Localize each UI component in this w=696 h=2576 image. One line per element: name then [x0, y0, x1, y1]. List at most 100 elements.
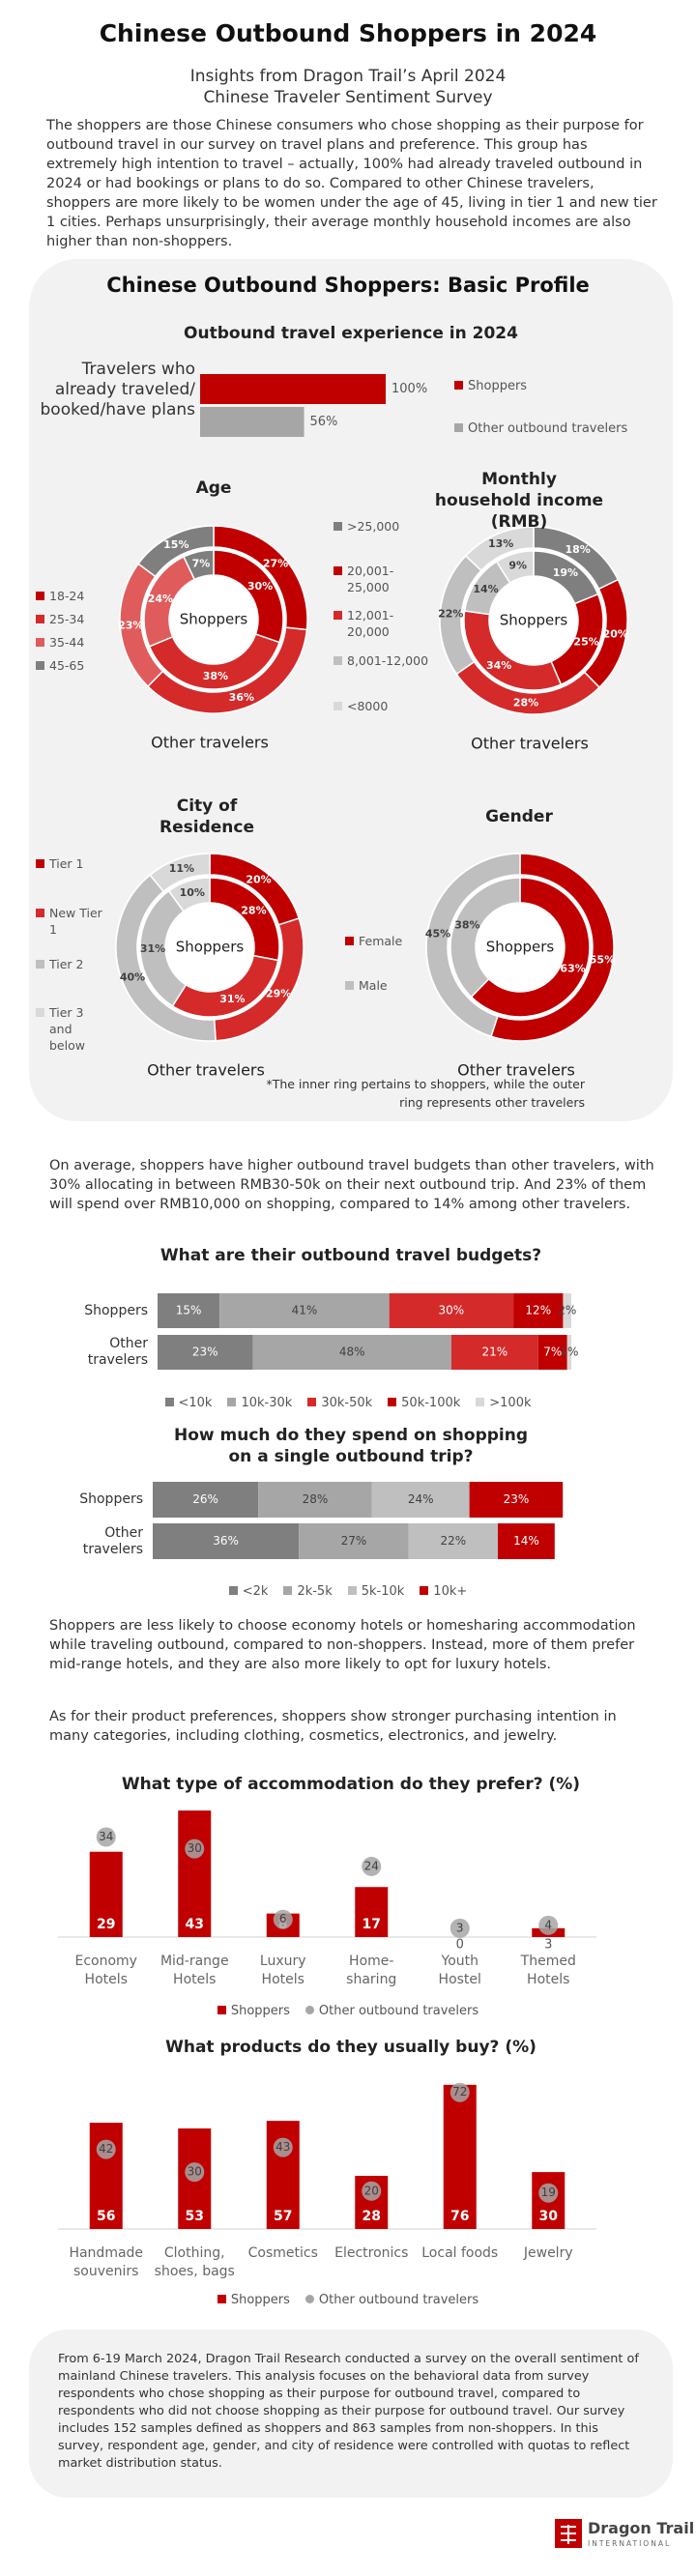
legend-swatch: [304, 2295, 314, 2303]
value-label: 30: [539, 2209, 559, 2224]
bar-segment: [389, 1293, 514, 1328]
chart-title: Monthly household income (RMB): [434, 470, 604, 532]
legend-swatch: [164, 1398, 174, 1406]
donut-segment: [495, 550, 535, 585]
donut-label: 63%: [560, 962, 585, 974]
legend-swatch: [345, 937, 354, 945]
donut-label: 38%: [203, 670, 228, 682]
legend-swatch: [347, 1586, 357, 1595]
value-label: 23%: [192, 1346, 218, 1359]
donut-label: 13%: [488, 537, 513, 550]
legend-label: 18-24: [49, 589, 85, 603]
dot: [450, 1918, 470, 1938]
value-label: 36%: [213, 1534, 239, 1548]
legend-item: <10k: [164, 1395, 212, 1411]
legend-label: 12,001-20,000: [347, 608, 394, 639]
legend-label: <8000: [347, 699, 389, 713]
hotel-text: Shoppers are less likely to choose econo…: [49, 1618, 636, 1672]
value-label: 7%: [543, 1346, 562, 1359]
value-label: 1%: [560, 1346, 578, 1359]
x-tick-label: Cosmetics: [247, 2245, 318, 2261]
value-label: 56: [97, 2209, 115, 2224]
legend-label: Male: [359, 978, 388, 993]
dot-label: 72: [452, 2085, 467, 2098]
value-label: 14%: [513, 1534, 539, 1548]
legend-item: 2k-5k: [283, 1583, 333, 1600]
bar-segment: [158, 1293, 220, 1328]
chart-title: Age: [195, 478, 232, 498]
legend-swatch: [476, 1398, 485, 1406]
chart-title: How much do they spend on shopping on a …: [173, 1426, 528, 1466]
legend-label: Other outbound travelers: [318, 2293, 479, 2307]
legend-swatch: [454, 423, 463, 432]
value-label: 22%: [440, 1534, 466, 1548]
donut-label: 40%: [120, 971, 145, 984]
legend: Shoppers Other outbound travelers: [0, 2003, 696, 2019]
legend-swatch: [36, 592, 44, 600]
bar-segment: [299, 1523, 409, 1559]
legend: Shoppers Other outbound travelers: [0, 2292, 696, 2308]
legend-item: Shoppers: [454, 378, 527, 394]
subtitle: Insights from Dragon Trail’s April 2024: [189, 67, 507, 86]
value-label: 29: [97, 1917, 115, 1932]
legend-label: 35-44: [49, 635, 85, 650]
legend-item: Tier 1: [36, 855, 103, 872]
legend-swatch: [36, 859, 44, 868]
donut-label: 34%: [486, 659, 511, 672]
legend-item: >25,000: [334, 518, 430, 535]
value-label: 30%: [439, 1304, 465, 1317]
legend-item: 50k-100k: [388, 1395, 460, 1411]
outer-ring-label: Other travelers: [151, 734, 269, 752]
y-tick-label: Other travelers: [87, 1336, 148, 1368]
legend-item: Other outbound travelers: [454, 420, 627, 437]
logo-tagline: INTERNATIONAL: [588, 2539, 672, 2548]
donut-label: 23%: [118, 620, 143, 632]
legend-item: 45-65: [36, 657, 105, 674]
logo-glyph: [561, 2525, 576, 2544]
legend-swatch: [36, 1008, 44, 1017]
legend-item: Other outbound travelers: [304, 2292, 479, 2308]
y-tick-label: Other travelers: [82, 1524, 143, 1557]
legend-swatch: [217, 2006, 226, 2014]
bar-segment: [563, 1293, 571, 1328]
intro-text: The shoppers are those Chinese consumers…: [46, 118, 657, 249]
value-label: 100%: [392, 382, 427, 396]
legend-swatch: [36, 638, 44, 647]
bar-segment: [513, 1293, 564, 1328]
legend-swatch: [334, 656, 342, 665]
value-label: 2%: [558, 1304, 576, 1317]
legend-label: Tier 2: [49, 957, 84, 971]
dot-label: 30: [188, 2165, 202, 2179]
value-label: 43: [186, 1917, 204, 1932]
dot-label: 42: [99, 2142, 113, 2156]
donut-segment: [148, 633, 280, 690]
dot-label: 3: [456, 1921, 464, 1934]
legend-label: 5k-10k: [361, 1584, 405, 1599]
value-label: 41%: [292, 1304, 318, 1317]
dot-label: 24: [364, 1859, 379, 1872]
outer-ring-label: Other travelers: [471, 735, 589, 753]
inner-ring-label: Shoppers: [500, 612, 568, 629]
value-label: 76: [450, 2209, 469, 2224]
dot: [185, 1838, 205, 1859]
legend-swatch: [454, 381, 463, 390]
dot-label: 6: [279, 1912, 287, 1925]
legend-swatch: [334, 702, 342, 710]
legend-label: 8,001-12,000: [347, 653, 429, 668]
legend-item: Shoppers: [217, 2292, 290, 2308]
donut-label: 15%: [163, 538, 188, 551]
legend-label: 10k+: [433, 1584, 468, 1599]
legend-swatch: [228, 1586, 238, 1595]
legend-swatch: [217, 2295, 226, 2303]
legend-label: 2k-5k: [297, 1584, 333, 1599]
donut-segment: [470, 877, 591, 1018]
legend-item: <8000: [334, 698, 430, 714]
x-tick-label: Themed Hotels: [520, 1954, 576, 1987]
x-tick-label: Electronics: [334, 2245, 409, 2261]
chart-title: City of Residence: [160, 796, 254, 837]
donut-label: 30%: [247, 580, 273, 593]
legend-item: Shoppers: [217, 2003, 290, 2019]
subtitle: Chinese Traveler Sentiment Survey: [203, 88, 493, 107]
legend-swatch: [334, 566, 342, 575]
donut-label: 36%: [229, 691, 254, 704]
